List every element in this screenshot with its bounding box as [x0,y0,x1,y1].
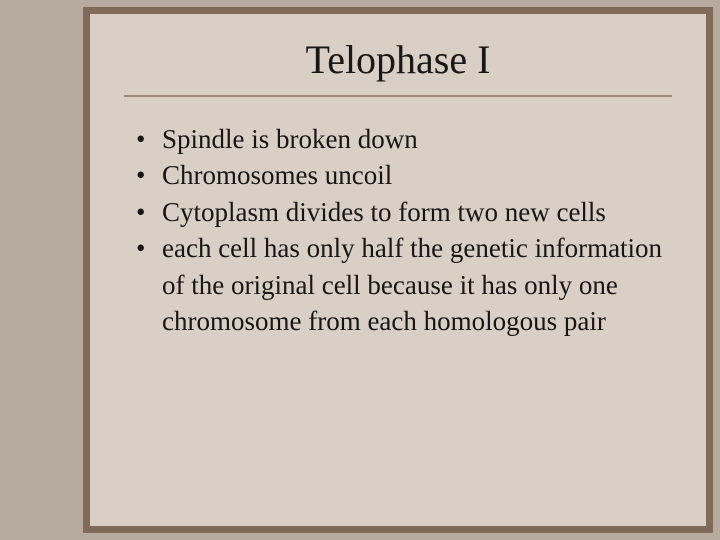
bullet-text: Chromosomes uncoil [162,157,672,193]
slide-panel: Telophase I • Spindle is broken down • C… [83,7,713,533]
bullet-text: Cytoplasm divides to form two new cells [162,194,672,230]
bullet-list: • Spindle is broken down • Chromosomes u… [124,121,672,340]
list-item: • each cell has only half the genetic in… [132,230,672,339]
bullet-icon: • [132,121,162,157]
title-underline [124,95,672,97]
list-item: • Cytoplasm divides to form two new cell… [132,194,672,230]
slide-frame: Telophase I • Spindle is broken down • C… [0,0,720,540]
bullet-icon: • [132,157,162,193]
slide-title: Telophase I [124,36,672,83]
bullet-icon: • [132,230,162,266]
bullet-text: each cell has only half the genetic info… [162,230,672,339]
bullet-text: Spindle is broken down [162,121,672,157]
bullet-icon: • [132,194,162,230]
list-item: • Spindle is broken down [132,121,672,157]
list-item: • Chromosomes uncoil [132,157,672,193]
